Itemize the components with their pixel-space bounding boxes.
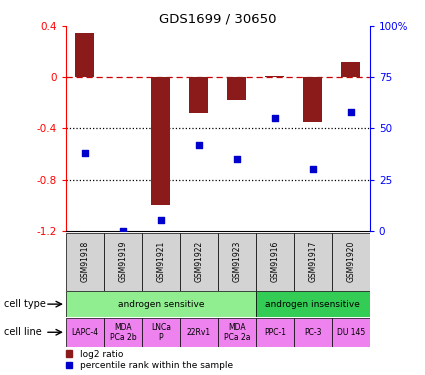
Bar (66, 232, 104, 291)
Bar (142, 318, 180, 347)
Bar (341, 62, 360, 77)
Bar (332, 318, 370, 347)
Point (157, 217, 164, 223)
Point (196, 142, 202, 148)
Text: GSM91917: GSM91917 (308, 241, 317, 282)
Bar (151, 77, 170, 205)
Bar (227, 77, 246, 101)
Bar (104, 318, 142, 347)
Bar (189, 77, 208, 113)
Text: GSM91922: GSM91922 (194, 241, 203, 282)
Text: MDA
PCa 2a: MDA PCa 2a (224, 322, 250, 342)
Text: LNCa
P: LNCa P (151, 322, 171, 342)
Bar (142, 232, 180, 291)
Text: cell type: cell type (4, 299, 46, 309)
Bar (303, 77, 322, 122)
Bar (265, 76, 284, 77)
Text: cell line: cell line (4, 327, 42, 337)
Point (233, 156, 240, 162)
Text: GSM91920: GSM91920 (346, 241, 355, 282)
Legend: log2 ratio, percentile rank within the sample: log2 ratio, percentile rank within the s… (66, 350, 233, 370)
Bar (66, 318, 104, 347)
Point (309, 166, 316, 172)
Bar (294, 318, 332, 347)
Text: androgen sensitive: androgen sensitive (118, 300, 204, 309)
Bar (256, 318, 294, 347)
Text: GSM91923: GSM91923 (232, 241, 241, 282)
Text: PPC-1: PPC-1 (264, 328, 286, 337)
Bar (332, 232, 370, 291)
Bar (294, 232, 332, 291)
Bar (256, 291, 370, 317)
Bar (256, 232, 294, 291)
Bar (218, 232, 256, 291)
Text: GSM91921: GSM91921 (156, 241, 165, 282)
Text: GSM91916: GSM91916 (270, 241, 279, 282)
Title: GDS1699 / 30650: GDS1699 / 30650 (159, 12, 277, 25)
Text: DU 145: DU 145 (337, 328, 365, 337)
Bar (180, 318, 218, 347)
Text: LAPC-4: LAPC-4 (71, 328, 99, 337)
Text: PC-3: PC-3 (304, 328, 322, 337)
Text: GSM91919: GSM91919 (118, 241, 127, 282)
Bar (75, 33, 94, 77)
Point (347, 109, 354, 115)
Bar (104, 232, 142, 291)
Bar (66, 291, 256, 317)
Bar (180, 232, 218, 291)
Text: GSM91918: GSM91918 (80, 241, 89, 282)
Point (82, 150, 88, 156)
Bar (218, 318, 256, 347)
Point (272, 115, 278, 121)
Text: androgen insensitive: androgen insensitive (265, 300, 360, 309)
Text: 22Rv1: 22Rv1 (187, 328, 211, 337)
Point (119, 228, 126, 234)
Text: MDA
PCa 2b: MDA PCa 2b (110, 322, 136, 342)
